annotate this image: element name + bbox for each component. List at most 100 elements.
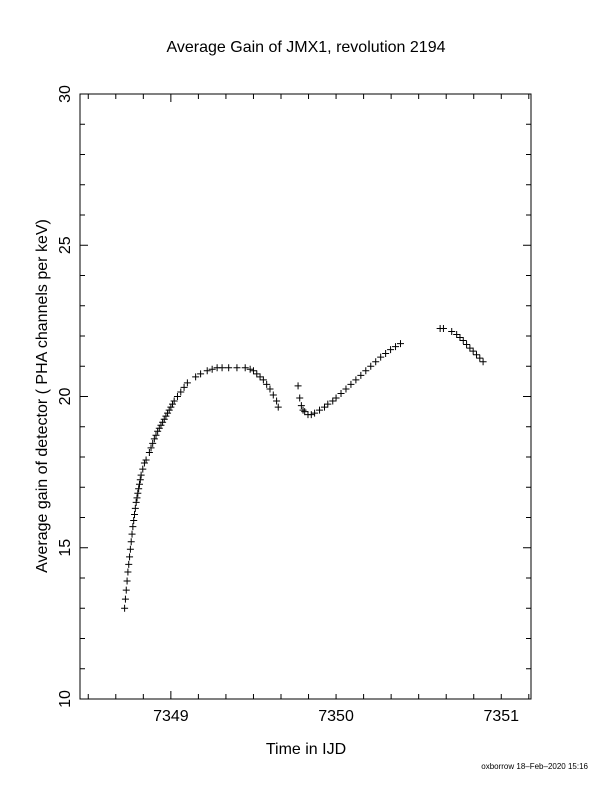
data-point (208, 365, 216, 373)
data-point (253, 370, 261, 378)
data-point (139, 465, 147, 473)
data-point (134, 489, 142, 497)
data-point (362, 367, 370, 375)
data-point (329, 397, 337, 405)
data-point (372, 358, 380, 366)
data-point (135, 485, 143, 493)
data-point (233, 364, 241, 372)
y-tick-label: 20 (57, 388, 74, 406)
y-tick-label: 30 (57, 85, 74, 103)
data-point (170, 397, 178, 405)
x-tick-label: 7350 (318, 708, 354, 725)
x-axis-label: Time in IJD (266, 741, 346, 758)
data-point (162, 412, 170, 420)
y-axis-label: Average gain of detector ( PHA channels … (34, 219, 51, 573)
data-point (183, 379, 191, 387)
data-point (126, 545, 134, 553)
data-point (203, 367, 211, 375)
data-point (382, 350, 390, 358)
data-point (121, 604, 129, 612)
x-tick-label: 7349 (153, 708, 189, 725)
data-point (132, 498, 140, 506)
data-point (459, 337, 467, 345)
data-point (130, 517, 138, 525)
data-point (241, 364, 249, 372)
data-point (124, 568, 132, 576)
data-point (218, 364, 226, 372)
data-point (164, 409, 172, 417)
footer-stamp: oxborrow 18–Feb–2020 15:16 (481, 762, 588, 771)
data-point (122, 586, 130, 594)
data-point (123, 577, 131, 585)
chart-title: Average Gain of JMX1, revolution 2194 (167, 39, 446, 56)
data-point (149, 439, 157, 447)
data-point (337, 389, 345, 397)
data-point (476, 354, 484, 362)
data-point (479, 358, 487, 366)
data-point (121, 595, 129, 603)
data-point (263, 380, 271, 388)
data-point (266, 385, 274, 393)
data-point (396, 340, 404, 348)
data-point (296, 394, 304, 402)
data-point (155, 424, 163, 432)
data-point (324, 400, 332, 408)
data-point (127, 538, 135, 546)
data-point (150, 435, 158, 443)
data-point (152, 431, 160, 439)
data-point (466, 344, 474, 352)
data-point (453, 330, 461, 338)
plot-frame (79, 93, 532, 700)
y-tick-label: 10 (57, 690, 74, 708)
data-point (332, 394, 340, 402)
data-point (256, 373, 264, 381)
data-point (169, 400, 177, 408)
data-point (357, 371, 365, 379)
data-point (269, 391, 277, 399)
data-point (392, 343, 400, 351)
data-point (142, 456, 150, 464)
data-point (133, 494, 141, 502)
data-point (246, 365, 254, 373)
axis-ticks (80, 93, 531, 700)
data-point (136, 476, 144, 484)
data-point (173, 393, 181, 400)
data-point (274, 403, 282, 411)
data-point (299, 406, 307, 414)
data-point (180, 383, 188, 391)
data-point (125, 560, 133, 568)
data-point (160, 415, 168, 423)
data-point (439, 324, 447, 332)
data-point (135, 480, 143, 488)
x-tick-label: 7351 (483, 708, 519, 725)
data-point (225, 364, 233, 372)
data-point (145, 448, 153, 456)
data-point (301, 408, 309, 416)
data-point (273, 397, 281, 405)
data-point (140, 459, 148, 467)
data-point (387, 346, 395, 354)
data-point (307, 411, 315, 419)
data-point (294, 382, 302, 390)
data-point (165, 406, 173, 414)
data-point (159, 418, 167, 426)
data-point (469, 347, 477, 355)
data-point (157, 421, 165, 429)
data-point (311, 409, 319, 417)
data-point (167, 403, 175, 411)
data-point (456, 334, 464, 342)
data-point (197, 370, 205, 378)
data-point (472, 351, 480, 359)
data-point (367, 362, 375, 370)
data-point (137, 471, 145, 479)
data-point (448, 327, 456, 335)
y-tick-label: 25 (57, 236, 74, 254)
data-point (316, 406, 324, 414)
data-point (177, 388, 185, 396)
data-point (126, 553, 134, 561)
data-point (320, 403, 328, 411)
data-point (249, 367, 257, 375)
data-point (128, 530, 136, 538)
data-point (347, 380, 355, 388)
